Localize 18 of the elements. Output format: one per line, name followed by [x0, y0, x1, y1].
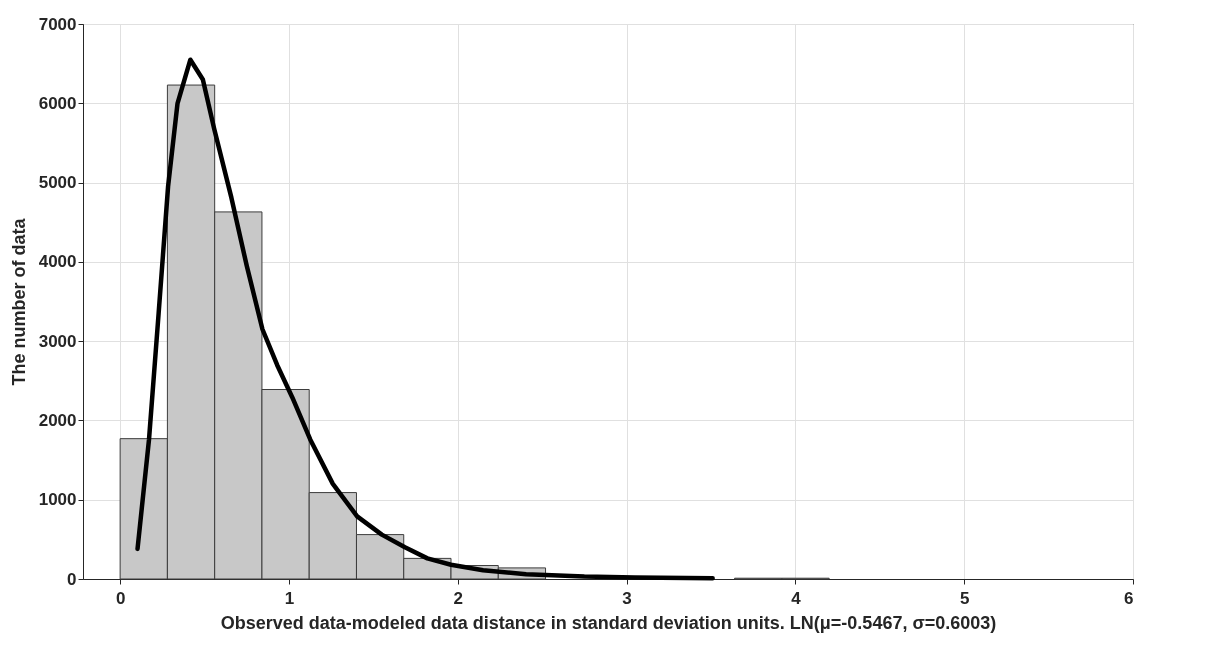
x-tick-label: 2 — [453, 588, 463, 608]
x-tick-label: 3 — [622, 588, 632, 608]
y-tick-label: 7000 — [38, 14, 77, 34]
y-tick-label: 6000 — [38, 93, 77, 113]
y-tick-label: 4000 — [38, 252, 77, 272]
y-tick-label: 1000 — [38, 490, 77, 510]
x-axis-title: Observed data-modeled data distance in standard deviation units. LN(μ=-0.5467, σ=0.6003) — [220, 612, 997, 633]
y-tick-label: 5000 — [38, 173, 77, 193]
y-tick-label: 3000 — [38, 331, 77, 351]
line-series — [135, 57, 715, 581]
y-tick-label: 2000 — [38, 410, 77, 430]
x-tick-label: 6 — [1124, 588, 1134, 608]
x-tick-label: 1 — [284, 588, 295, 608]
x-tick-label: 0 — [115, 588, 126, 608]
y-tick-label: 0 — [67, 569, 77, 589]
y-axis-title: The number of data — [8, 217, 29, 386]
x-tick-label: 4 — [791, 588, 802, 608]
x-tick-label: 5 — [959, 588, 970, 608]
